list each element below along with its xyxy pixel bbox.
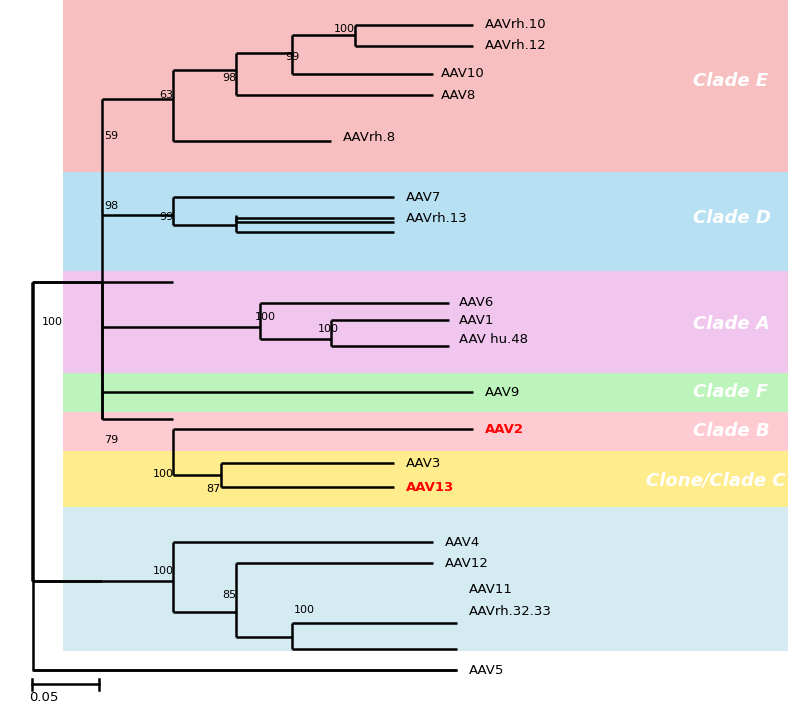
Text: 100: 100 xyxy=(42,318,63,327)
Bar xyxy=(63,0,788,172)
Text: AAV4: AAV4 xyxy=(445,536,481,548)
Text: AAVrh.12: AAVrh.12 xyxy=(485,39,546,52)
Text: Clade E: Clade E xyxy=(693,72,768,90)
Text: AAVrh.8: AAVrh.8 xyxy=(343,131,396,144)
Text: Clade B: Clade B xyxy=(693,422,770,440)
Text: 100: 100 xyxy=(318,325,339,334)
Bar xyxy=(63,412,788,451)
Text: Clone/Clade C: Clone/Clade C xyxy=(646,472,786,490)
Text: 100: 100 xyxy=(152,469,173,479)
Text: AAV12: AAV12 xyxy=(445,557,489,570)
Bar xyxy=(63,271,788,373)
Text: 100: 100 xyxy=(152,566,173,576)
Text: 100: 100 xyxy=(255,312,276,322)
Text: AAV5: AAV5 xyxy=(469,664,504,677)
Text: 85: 85 xyxy=(222,590,236,600)
Text: 63: 63 xyxy=(159,90,173,100)
Bar xyxy=(63,451,788,507)
Bar xyxy=(63,172,788,271)
Text: AAV10: AAV10 xyxy=(441,68,485,80)
Bar xyxy=(63,373,788,412)
Text: Clade D: Clade D xyxy=(693,209,771,227)
Text: 98: 98 xyxy=(222,73,236,83)
Text: AAVrh.32.33: AAVrh.32.33 xyxy=(469,605,552,617)
Text: AAV8: AAV8 xyxy=(441,89,477,101)
Text: Clade A: Clade A xyxy=(693,315,770,333)
Text: AAV hu.48: AAV hu.48 xyxy=(459,333,528,346)
Text: 99: 99 xyxy=(285,52,299,62)
Text: AAVrh.13: AAVrh.13 xyxy=(406,212,467,225)
Text: 100: 100 xyxy=(333,24,355,34)
Text: AAV6: AAV6 xyxy=(459,296,494,309)
Text: Clade F: Clade F xyxy=(693,383,768,401)
Text: AAV2: AAV2 xyxy=(485,423,523,436)
Text: AAV7: AAV7 xyxy=(406,191,441,203)
Text: 79: 79 xyxy=(104,435,118,445)
Text: AAVrh.10: AAVrh.10 xyxy=(485,18,546,31)
Text: 98: 98 xyxy=(104,201,118,211)
Text: AAV13: AAV13 xyxy=(406,481,454,494)
Text: 0.05: 0.05 xyxy=(28,691,58,704)
Text: AAV3: AAV3 xyxy=(406,457,441,470)
Text: 99: 99 xyxy=(159,212,173,222)
Text: 59: 59 xyxy=(104,131,118,141)
Text: 100: 100 xyxy=(294,605,315,615)
Text: AAV9: AAV9 xyxy=(485,386,520,398)
Bar xyxy=(63,507,788,651)
Text: 87: 87 xyxy=(206,484,221,494)
Text: AAV1: AAV1 xyxy=(459,314,494,327)
Text: AAV11: AAV11 xyxy=(469,584,513,596)
